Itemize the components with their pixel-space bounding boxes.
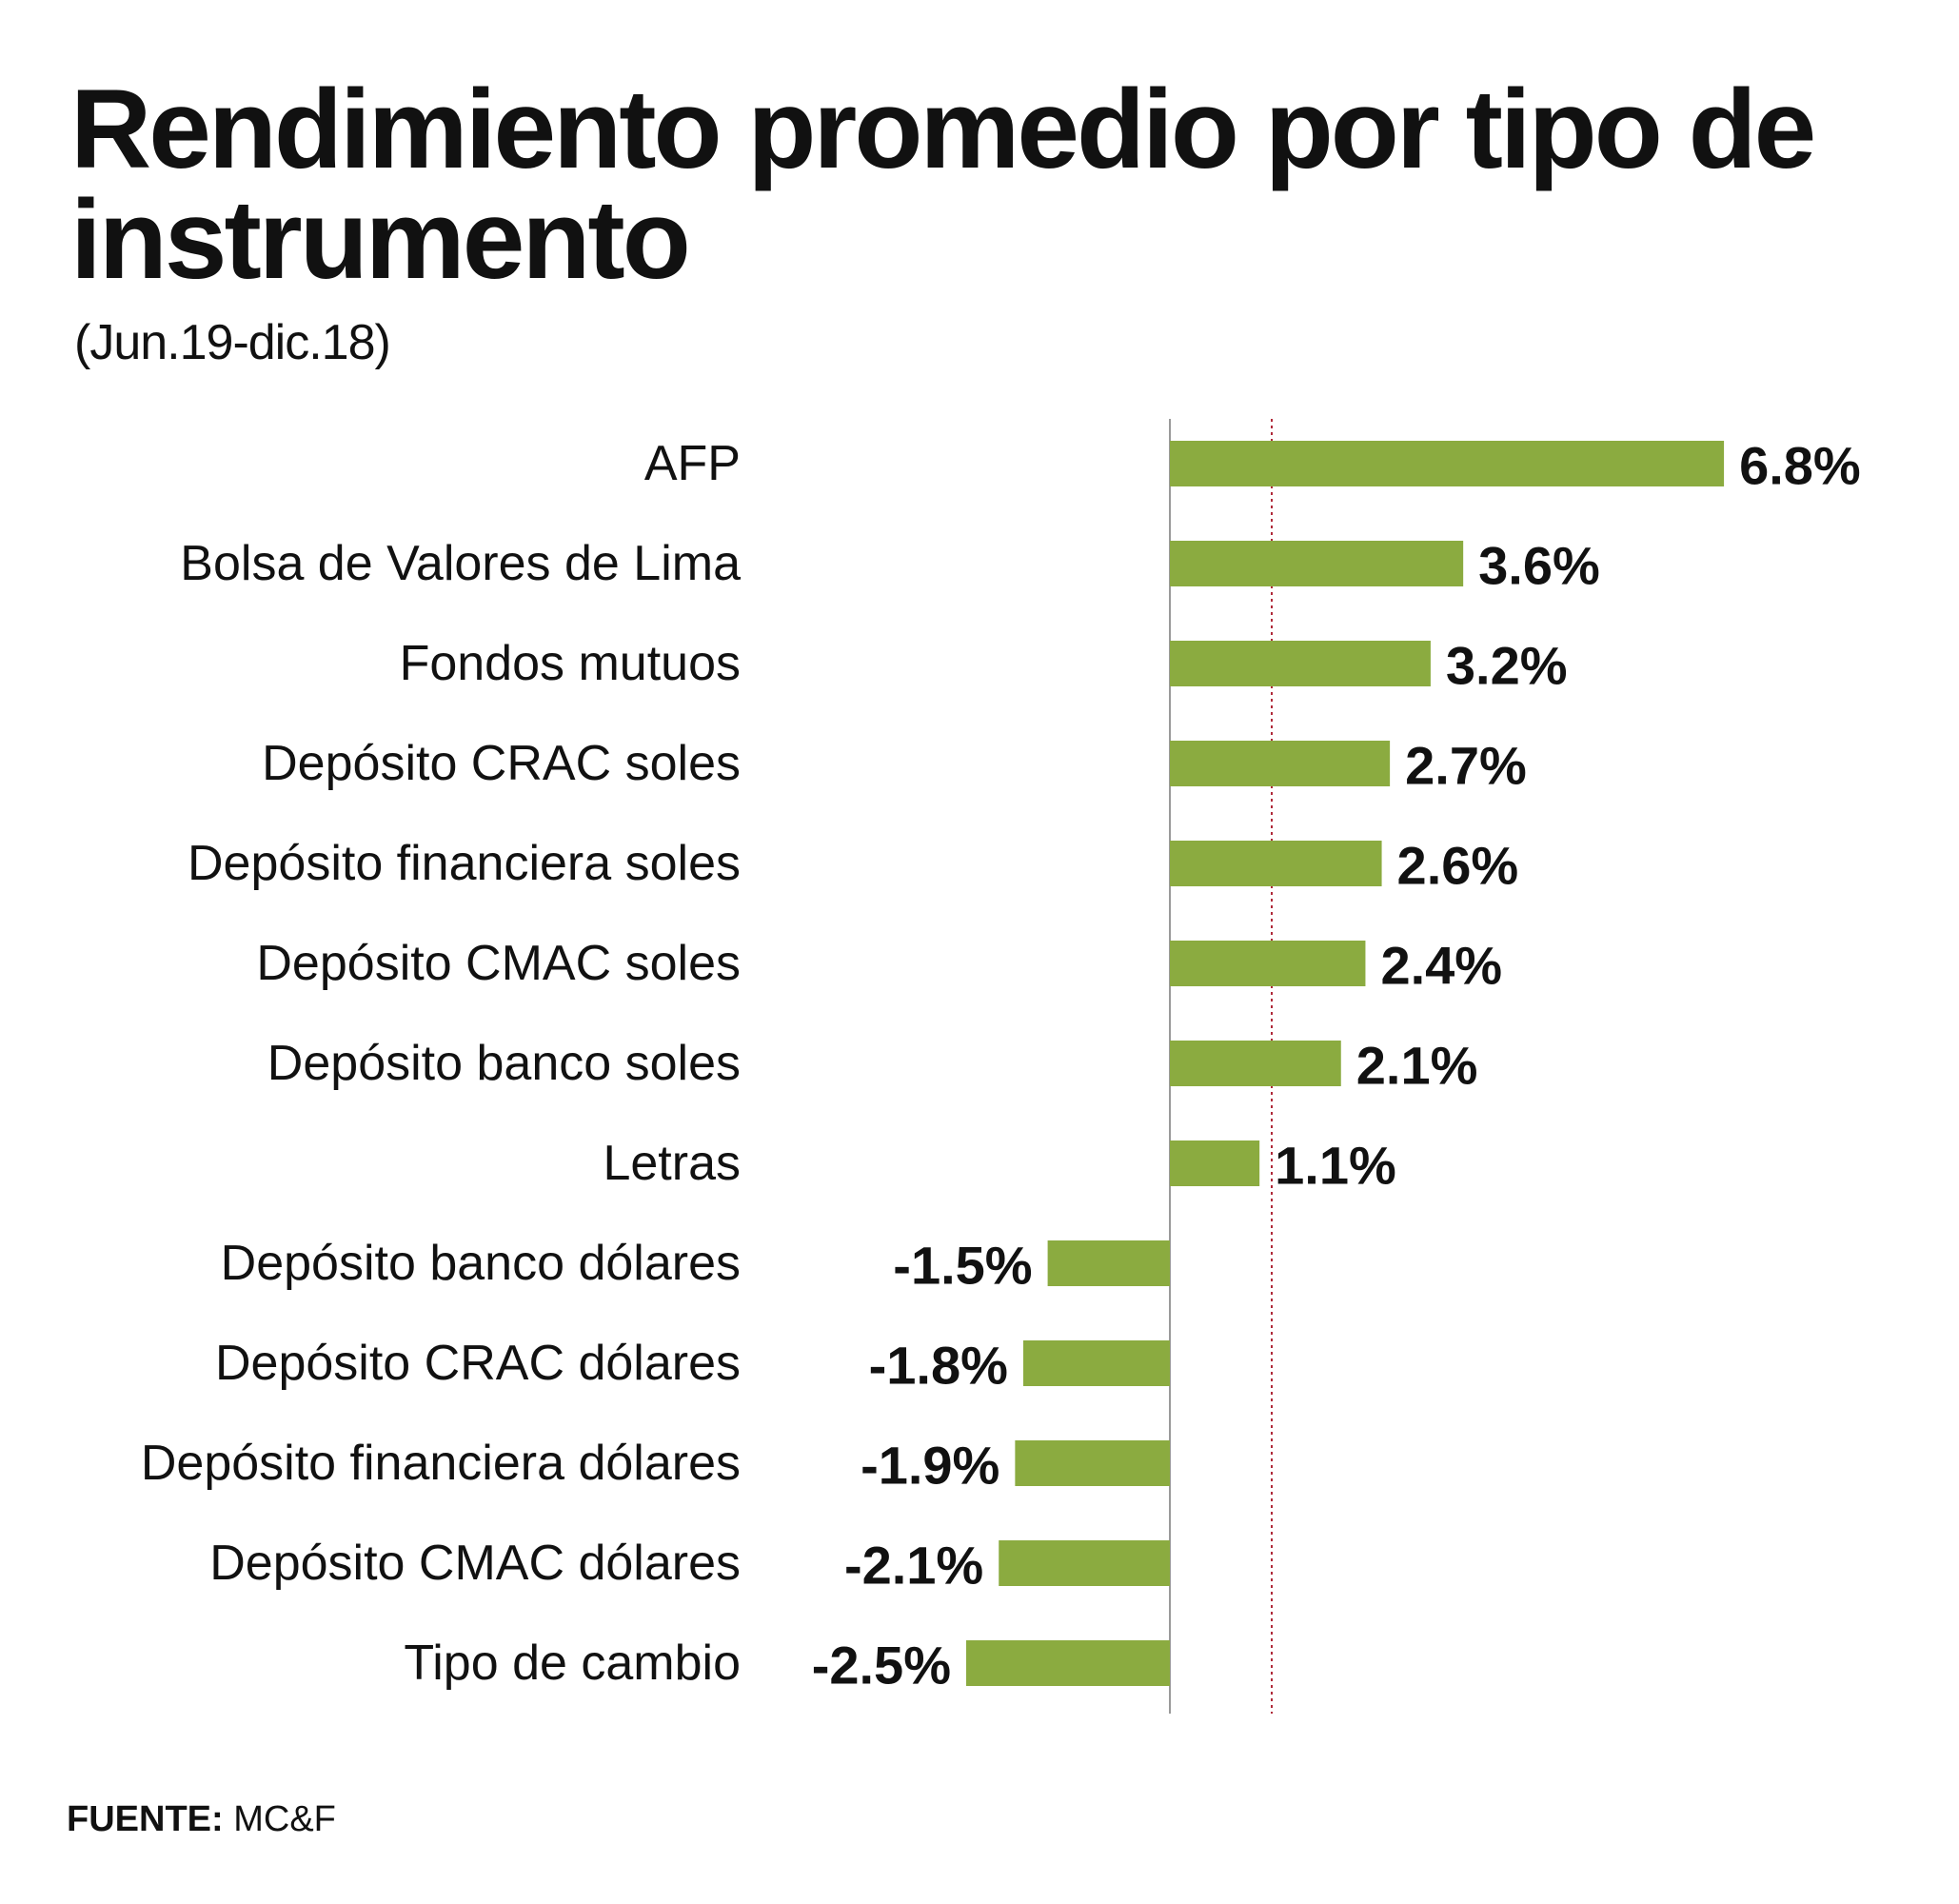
value-label: 2.4%: [1380, 936, 1502, 996]
value-label: -1.9%: [861, 1436, 999, 1496]
value-label: -2.1%: [844, 1536, 983, 1596]
bar: [1047, 1240, 1170, 1286]
bar: [966, 1640, 1170, 1686]
value-label: 3.6%: [1478, 536, 1600, 596]
bar: [999, 1540, 1170, 1586]
category-label: Depósito financiera soles: [188, 836, 741, 891]
category-label: AFP: [644, 436, 741, 491]
source-label: FUENTE:: [67, 1799, 224, 1839]
value-label: 2.6%: [1397, 836, 1519, 896]
chart-subtitle: (Jun.19-dic.18): [74, 315, 391, 370]
value-label: -1.8%: [869, 1336, 1008, 1396]
category-label: Fondos mutuos: [400, 636, 741, 691]
value-label: 2.7%: [1405, 736, 1527, 796]
category-label: Depósito CRAC soles: [262, 736, 741, 791]
category-label: Letras: [603, 1136, 741, 1191]
value-label: 6.8%: [1739, 436, 1861, 496]
bar: [1170, 1041, 1341, 1086]
value-label: 1.1%: [1275, 1136, 1396, 1196]
value-label: 3.2%: [1446, 636, 1568, 696]
bar: [1170, 641, 1431, 686]
category-label: Tipo de cambio: [404, 1636, 741, 1691]
bar: [1022, 1340, 1170, 1386]
bar: [1015, 1440, 1170, 1486]
source-note: FUENTE: MC&F: [67, 1795, 336, 1843]
bar: [1170, 441, 1725, 486]
value-label: 2.1%: [1356, 1036, 1478, 1096]
category-label: Depósito CMAC dólares: [209, 1536, 741, 1591]
category-label: Depósito banco soles: [267, 1036, 741, 1091]
category-label: Bolsa de Valores de Lima: [180, 536, 741, 591]
value-label: -2.5%: [812, 1636, 951, 1696]
source-value: MC&F: [233, 1799, 336, 1839]
value-label: -1.5%: [893, 1236, 1032, 1296]
category-label: Depósito financiera dólares: [141, 1436, 741, 1491]
bar: [1170, 741, 1391, 786]
bar: [1170, 541, 1464, 586]
bar: [1170, 1140, 1260, 1186]
chart-title: Rendimiento promedio por tipo de instrum…: [70, 67, 1816, 303]
bar: [1170, 841, 1382, 886]
bar: [1170, 941, 1366, 986]
category-label: Depósito CRAC dólares: [215, 1336, 741, 1391]
category-label: Depósito CMAC soles: [256, 936, 741, 991]
category-label: Depósito banco dólares: [221, 1236, 741, 1291]
